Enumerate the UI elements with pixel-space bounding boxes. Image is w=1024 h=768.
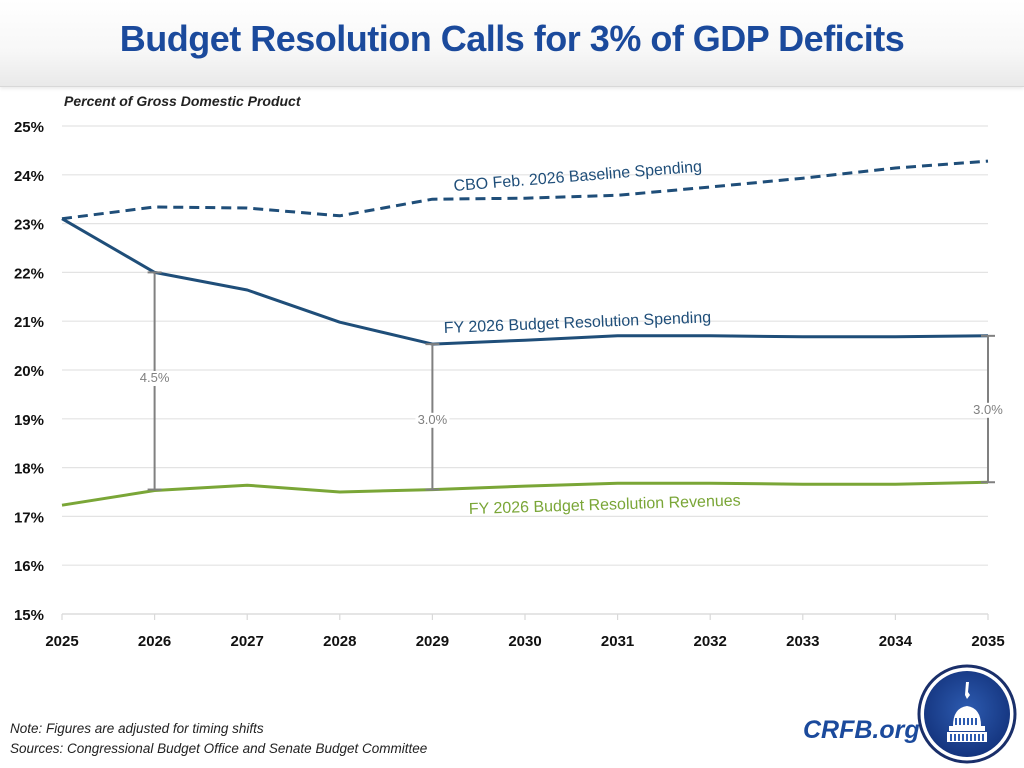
x-tick-label: 2034: [879, 633, 913, 650]
y-tick-label: 23%: [14, 217, 44, 234]
series-lines: [61, 159, 989, 507]
x-tick-label: 2029: [416, 633, 449, 650]
x-tick-label: 2033: [786, 633, 819, 650]
crfb-capitol-logo-icon: [917, 664, 1017, 764]
y-axis-ticks: 15% 16% 17% 18% 19% 20% 21% 22% 23% 24% 25%: [14, 119, 44, 624]
y-tick-label: 15%: [14, 607, 44, 624]
x-tick-label: 2025: [45, 633, 78, 650]
resolution-revenues-line: [61, 480, 989, 507]
y-tick-label: 24%: [14, 168, 44, 185]
y-tick-label: 21%: [14, 314, 44, 331]
y-axis-label: Percent of Gross Domestic Product: [64, 93, 301, 109]
x-tick-label: 2026: [138, 633, 171, 650]
x-tick-label: 2031: [601, 633, 634, 650]
x-axis: 2025 2026 2027 2028 2029 2030 2031 2032 2033 2034…: [45, 613, 1005, 650]
deficit-gap-marker: 3.0%: [415, 343, 450, 491]
brand-link[interactable]: CRFB.org: [803, 716, 920, 744]
header-banner: Budget Resolution Calls for 3% of GDP De…: [0, 0, 1024, 87]
gap-label: 4.5%: [140, 370, 170, 385]
y-tick-label: 19%: [14, 412, 44, 429]
footer-note: Note: Figures are adjusted for timing sh…: [10, 721, 264, 736]
y-tick-label: 22%: [14, 265, 44, 282]
gap-label-bg: [137, 371, 172, 386]
chart-title: Budget Resolution Calls for 3% of GDP De…: [119, 18, 905, 59]
footer-sources: Sources: Congressional Budget Office and…: [10, 741, 428, 756]
baseline-spending-label: CBO Feb. 2026 Baseline Spending: [453, 158, 703, 194]
deficit-gap-marker: 3.0%: [971, 334, 1005, 484]
x-tick-label: 2028: [323, 633, 356, 650]
gap-label-bg: [971, 402, 1005, 418]
y-tick-label: 17%: [14, 509, 44, 526]
x-tick-label: 2032: [694, 633, 727, 650]
gridlines: [62, 125, 988, 615]
resolution-spending-line: [61, 217, 989, 346]
y-tick-label: 25%: [14, 119, 44, 136]
gap-label: 3.0%: [973, 402, 1003, 417]
deficit-gap-markers: 4.5% 3.0% 3.0%: [137, 271, 1005, 491]
deficit-gap-marker: 4.5%: [137, 271, 172, 491]
y-tick-label: 20%: [14, 363, 44, 380]
baseline-spending-line: [61, 159, 989, 221]
x-tick-label: 2030: [508, 633, 541, 650]
gap-label-bg: [415, 412, 450, 428]
y-tick-label: 16%: [14, 558, 44, 575]
y-tick-label: 18%: [14, 461, 44, 478]
resolution-revenues-label: FY 2026 Budget Resolution Revenues: [469, 492, 741, 518]
gap-label: 3.0%: [418, 412, 448, 427]
resolution-spending-label: FY 2026 Budget Resolution Spending: [443, 309, 711, 337]
x-tick-label: 2027: [231, 633, 264, 650]
x-tick-label: 2035: [971, 633, 1004, 650]
